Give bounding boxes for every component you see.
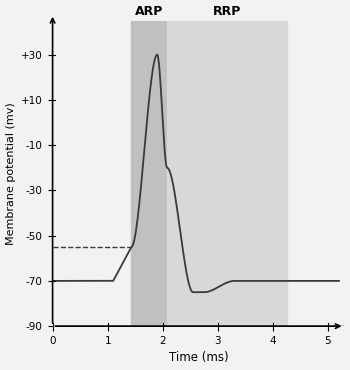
Bar — [131, 21, 167, 326]
X-axis label: Time (ms): Time (ms) — [169, 352, 228, 364]
Text: ARP: ARP — [135, 6, 163, 18]
Bar — [167, 21, 287, 326]
Y-axis label: Membrane potential (mv): Membrane potential (mv) — [6, 102, 15, 245]
Text: RRP: RRP — [213, 6, 241, 18]
